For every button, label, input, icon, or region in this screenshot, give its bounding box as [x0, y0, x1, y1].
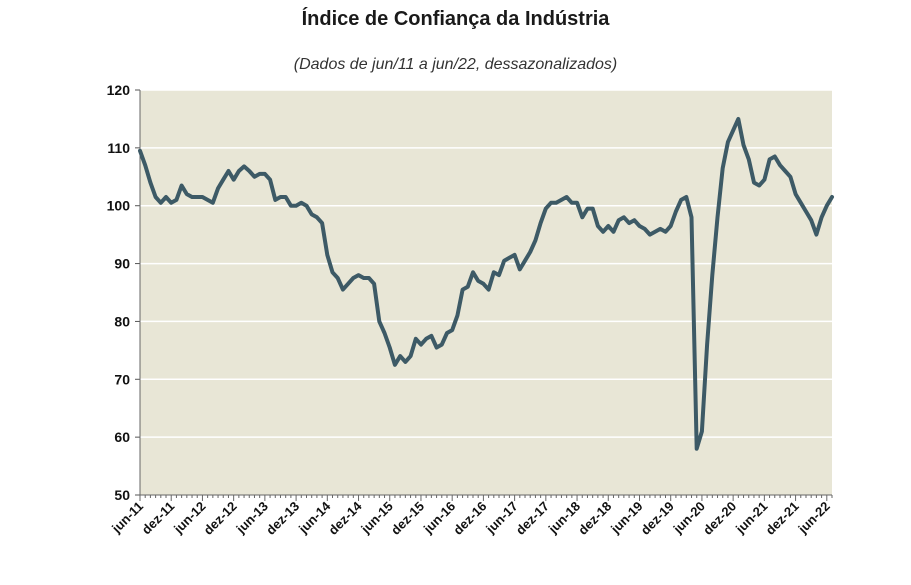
y-tick-label-60: 60 [114, 429, 130, 445]
x-tick-label-jun-20: jun-20 [670, 499, 708, 537]
plot-area [140, 90, 832, 495]
x-tick-label-dez-21: dez-21 [762, 499, 801, 538]
x-tick-label-dez-11: dez-11 [139, 499, 178, 538]
x-tick-label-dez-20: dez-20 [700, 499, 739, 538]
series-group [138, 116, 834, 451]
y-tick-label-100: 100 [107, 198, 131, 214]
x-tick-label-dez-17: dez-17 [513, 499, 552, 538]
chart-subtitle: (Dados de jun/11 a jun/22, dessazonaliza… [293, 56, 618, 73]
x-tick-label-jun-15: jun-15 [357, 499, 395, 537]
y-tick-label-80: 80 [114, 313, 130, 329]
x-tick-label-dez-19: dez-19 [638, 499, 677, 538]
y-tick-label-90: 90 [114, 256, 130, 272]
x-tick-label-dez-13: dez-13 [263, 499, 302, 538]
y-tick-label-50: 50 [114, 487, 130, 503]
y-axis: 50 60 70 80 90 100 110 120 [107, 82, 141, 503]
x-tick-label-jun-18: jun-18 [545, 499, 583, 537]
x-tick-label-dez-14: dez-14 [325, 498, 365, 538]
x-tick-label-dez-16: dez-16 [450, 499, 489, 538]
x-tick-label-jun-12: jun-12 [170, 499, 208, 537]
x-tick-label-jun-13: jun-13 [233, 499, 271, 537]
x-tick-label-dez-12: dez-12 [201, 499, 240, 538]
series-line [138, 116, 834, 451]
chart-title: Índice de Confiança da Indústria [301, 8, 610, 30]
x-tick-label-jun-19: jun-19 [607, 499, 645, 537]
x-tick-label-dez-15: dez-15 [388, 499, 427, 538]
y-tick-label-120: 120 [107, 82, 131, 98]
x-tick-label-dez-18: dez-18 [575, 499, 614, 538]
x-tick-label-jun-22: jun-22 [795, 499, 833, 537]
grid-lines [140, 89, 832, 438]
y-tick-label-110: 110 [107, 140, 130, 156]
x-tick-label-jun-11: jun-11 [108, 499, 146, 537]
x-tick-label-jun-21: jun-21 [732, 499, 770, 537]
x-tick-label-jun-17: jun-17 [482, 499, 520, 537]
x-tick-label-jun-16: jun-16 [420, 499, 458, 537]
y-tick-label-70: 70 [114, 371, 130, 387]
